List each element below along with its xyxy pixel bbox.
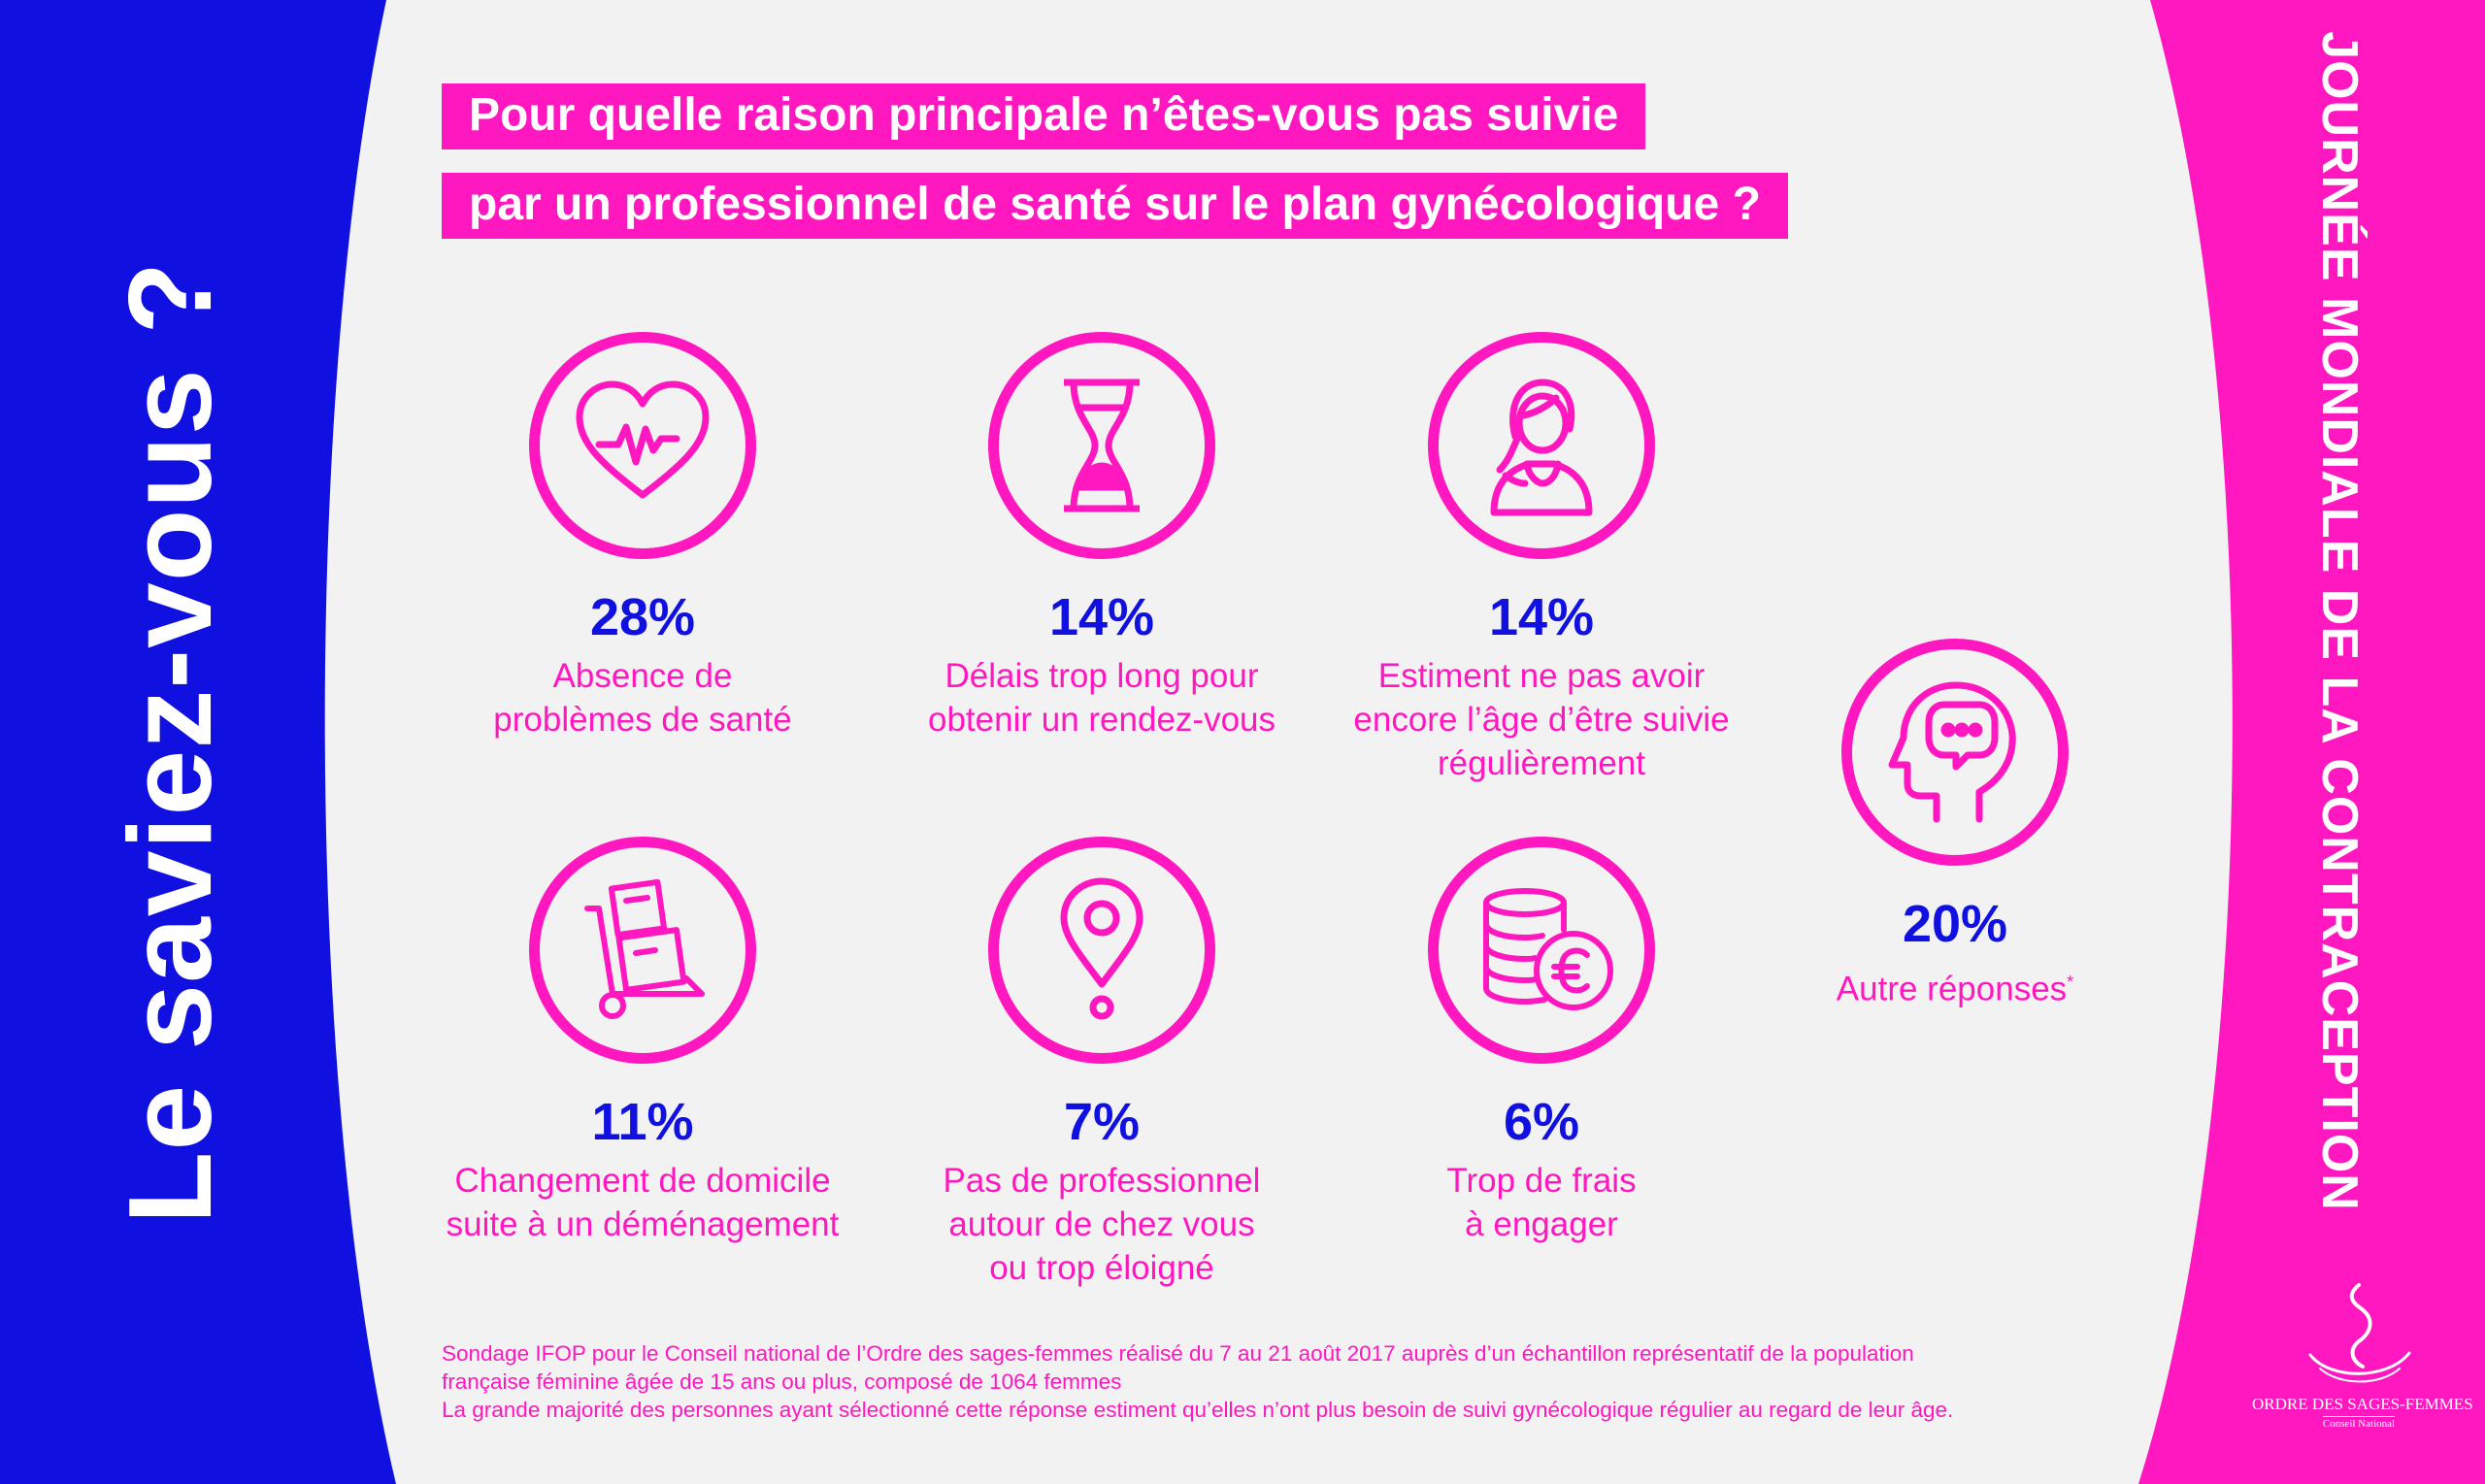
stat-label-line: autour de chez vous [948, 1205, 1255, 1243]
heart-pulse-icon [576, 380, 710, 499]
icon-ring [529, 332, 756, 559]
left-blue-panel [0, 0, 396, 1484]
stat-moving-house: 11% Changement de domicile suite à un dé… [414, 837, 871, 1246]
stat-no-professional-nearby: 7% Pas de professionnel autour de chez v… [874, 837, 1330, 1290]
moving-cart-icon [584, 878, 705, 1019]
organization-logo: ORDRE DES SAGES-FEMMES Conseil National [2252, 1279, 2473, 1432]
stat-age-not-reached: 14% Estiment ne pas avoir encore l’âge d… [1313, 332, 1770, 785]
footnote-line: La grande majorité des personnes ayant s… [442, 1398, 1954, 1422]
stat-label: Changement de domicile suite à un déména… [414, 1159, 871, 1246]
stat-label-line: Délais trop long pour [944, 657, 1259, 695]
stat-other-answers: 20% Autre réponses* [1727, 639, 2183, 1011]
stat-percent: 28% [589, 588, 696, 646]
stat-percent: 20% [1902, 895, 2008, 953]
event-banner-text: JOURNÉE MONDIALE DE LA CONTRACEPTION [2311, 31, 2368, 1211]
stat-label-line: Changement de domicile [454, 1162, 831, 1200]
stat-percent: 6% [1503, 1093, 1580, 1151]
stat-label: Absence de problèmes de santé [414, 654, 871, 742]
young-woman-icon [1490, 379, 1593, 516]
footnote-marker: * [2067, 973, 2074, 992]
stat-percent: 14% [1488, 588, 1595, 646]
question-title-line-2: par un professionnel de santé sur le pla… [442, 173, 1788, 239]
stat-label-line: à engager [1465, 1205, 1618, 1243]
icon-ring [988, 332, 1215, 559]
stat-label-line: Absence de [552, 657, 733, 695]
stat-label-line: régulièrement [1438, 744, 1645, 782]
midwife-logo-icon [2308, 1283, 2411, 1383]
stat-percent: 14% [1048, 588, 1155, 646]
stat-label-line: Trop de frais [1446, 1162, 1637, 1200]
stat-label-line: ou trop éloigné [989, 1249, 1214, 1287]
logo-subtitle: Conseil National [2322, 1416, 2396, 1430]
side-heading: Le saviez-vous ? [0, 0, 311, 1484]
icon-ring [1428, 837, 1655, 1064]
footnote-line: Sondage IFOP pour le Conseil national de… [442, 1341, 1914, 1366]
logo-name: ORDRE DES SAGES-FEMMES [2252, 1395, 2473, 1413]
stat-appointment-delay: 14% Délais trop long pour obtenir un ren… [874, 332, 1330, 742]
stat-label-line: Estiment ne pas avoir [1377, 657, 1706, 695]
stat-label: Autre réponses* [1727, 961, 2183, 1011]
side-heading-text: Le saviez-vous ? [104, 260, 236, 1225]
stat-label-line: Autre réponses [1836, 970, 2068, 1008]
icon-ring [1841, 639, 2069, 866]
stat-percent: 11% [591, 1093, 694, 1151]
stat-label-line: encore l’âge d’être suivie [1353, 701, 1730, 739]
stat-label: Trop de frais à engager [1313, 1159, 1770, 1246]
stat-label: Estiment ne pas avoir encore l’âge d’êtr… [1313, 654, 1770, 785]
stat-costs: 6% Trop de frais à engager [1313, 837, 1770, 1246]
stat-label-line: suite à un déménagement [446, 1205, 840, 1243]
footnote-line: française féminine âgée de 15 ans ou plu… [442, 1369, 1122, 1394]
stat-label-line: Pas de professionnel [943, 1162, 1261, 1200]
stat-label-line: obtenir un rendez-vous [928, 701, 1276, 739]
icon-ring [988, 837, 1215, 1064]
euro-coins-icon [1483, 888, 1613, 1010]
icon-ring [529, 837, 756, 1064]
head-speech-icon [1888, 681, 2016, 823]
survey-footnote: Sondage IFOP pour le Conseil national de… [442, 1339, 2150, 1424]
stat-label: Délais trop long pour obtenir un rendez-… [874, 654, 1330, 742]
right-pink-panel [2138, 0, 2485, 1484]
question-title-line-1: Pour quelle raison principale n’êtes-vou… [442, 83, 1646, 149]
icon-ring [1428, 332, 1655, 559]
hourglass-icon [1064, 379, 1140, 512]
stat-percent: 7% [1063, 1093, 1141, 1151]
stat-label-line: problèmes de santé [493, 701, 792, 739]
stat-no-health-problems: 28% Absence de problèmes de santé [414, 332, 871, 742]
location-pin-icon [1060, 877, 1143, 1020]
stat-label: Pas de professionnel autour de chez vous… [874, 1159, 1330, 1290]
